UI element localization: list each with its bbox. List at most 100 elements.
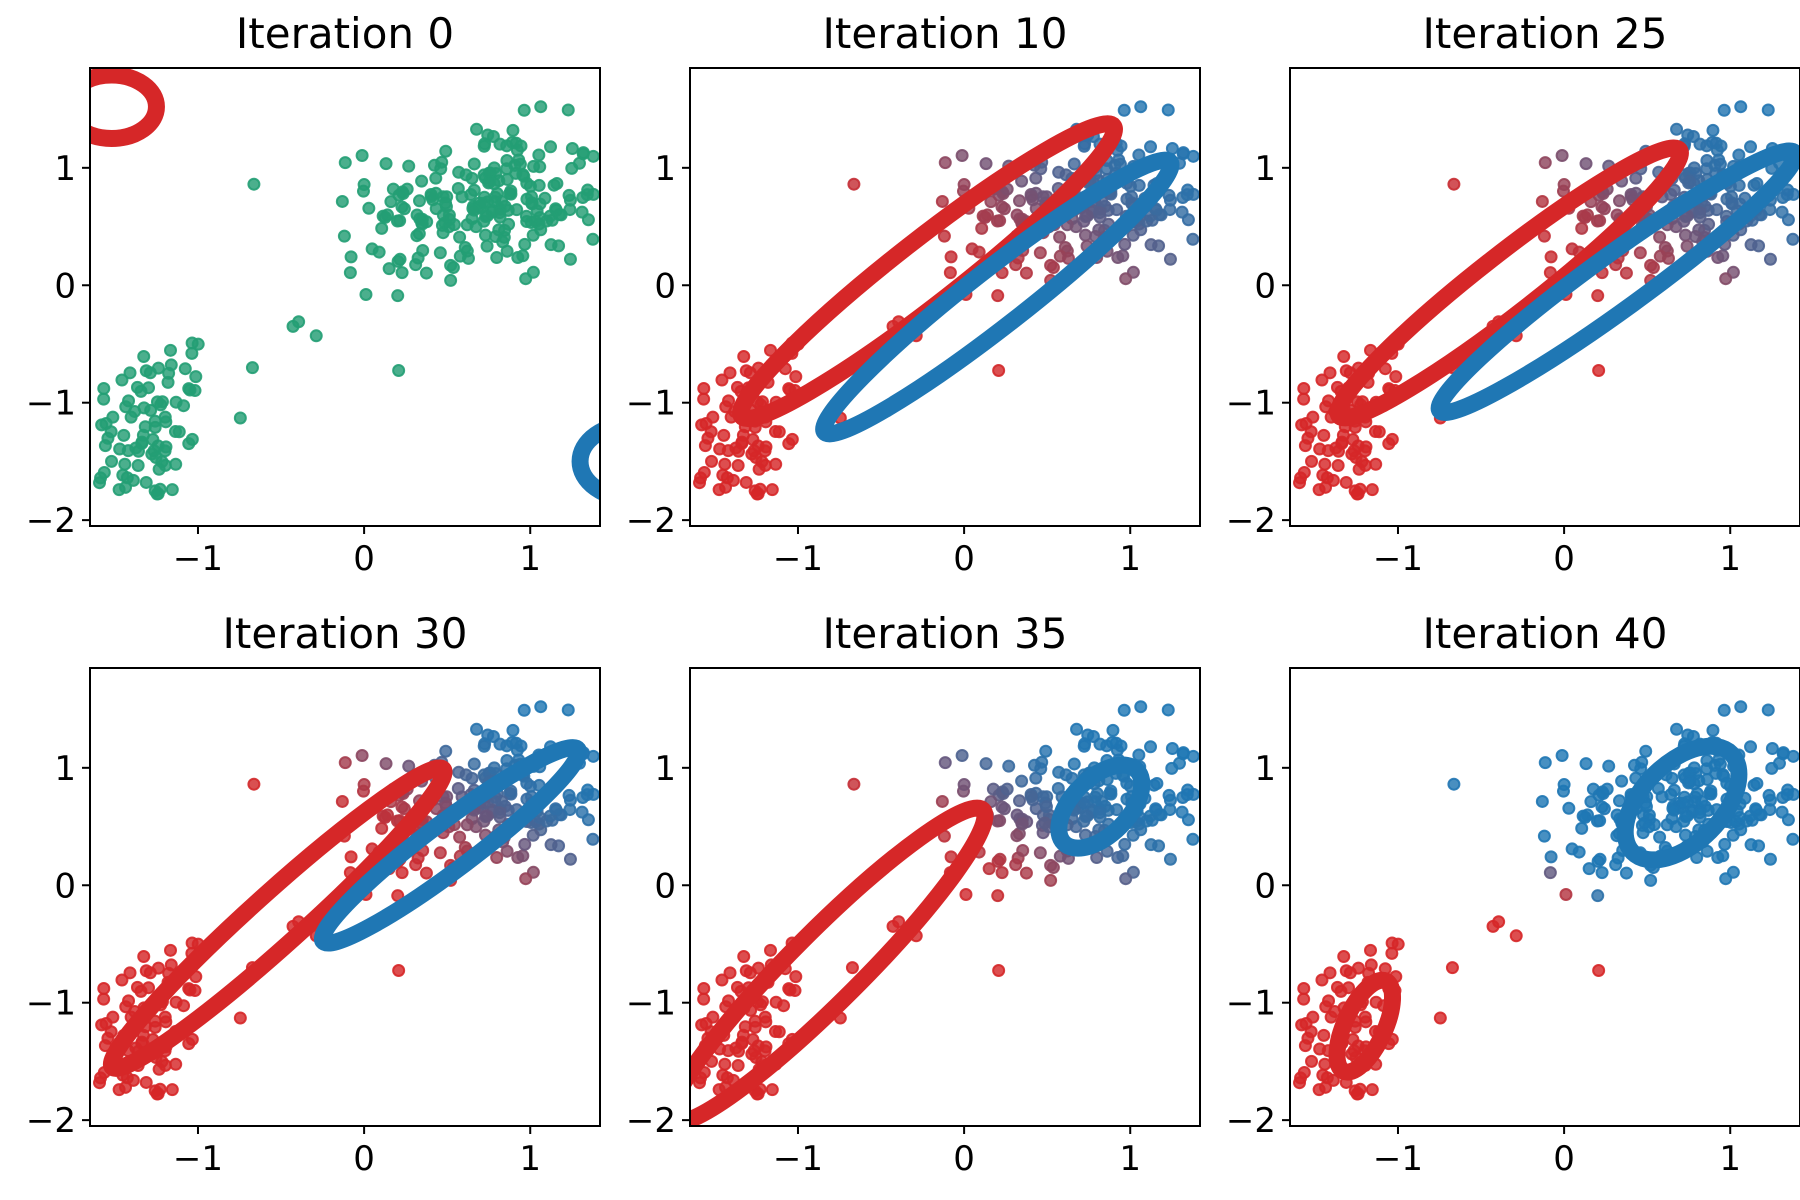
plot-area — [93, 700, 600, 1101]
data-point — [516, 849, 530, 863]
x-tick-label: 0 — [953, 1139, 975, 1179]
data-point — [1331, 459, 1345, 473]
data-point — [1702, 217, 1716, 231]
data-point — [965, 242, 979, 256]
data-point — [1538, 756, 1552, 770]
data-point — [164, 358, 178, 372]
data-point — [1163, 252, 1177, 266]
x-tick-label: −1 — [1373, 539, 1423, 579]
data-point — [1015, 817, 1029, 831]
y-tick-label: 0 — [654, 866, 676, 906]
data-point — [1339, 475, 1353, 489]
y-tick-label: −1 — [1226, 384, 1276, 424]
x-tick-label: 0 — [1553, 539, 1575, 579]
data-point — [375, 821, 389, 835]
cluster-a-ellipse — [1328, 971, 1402, 1081]
data-point — [177, 399, 191, 413]
data-point — [735, 435, 749, 449]
panel-5: Iteration 35 −1 0 1 −2 −1 0 1 — [626, 609, 1201, 1179]
y-tick-label: 1 — [54, 149, 76, 189]
data-point — [477, 739, 491, 753]
y-tick-label: 0 — [54, 866, 76, 906]
data-point — [1665, 771, 1679, 785]
data-point — [233, 411, 247, 425]
data-point — [344, 850, 358, 864]
data-point — [1369, 457, 1383, 471]
data-point — [759, 1015, 773, 1029]
data-point — [379, 757, 393, 771]
data-point — [480, 239, 494, 253]
data-point — [424, 190, 438, 204]
data-point — [1705, 135, 1719, 149]
data-point — [505, 735, 519, 749]
data-point — [467, 157, 481, 171]
data-point — [510, 203, 524, 217]
data-point — [735, 1035, 749, 1049]
data-point — [1555, 749, 1569, 763]
y-tick-label: −1 — [1226, 984, 1276, 1024]
y-tick-label: 1 — [54, 749, 76, 789]
data-point — [959, 888, 973, 902]
data-point — [580, 188, 594, 202]
data-point — [731, 1059, 745, 1073]
data-point — [1067, 757, 1081, 771]
data-point — [513, 157, 527, 171]
data-point — [409, 258, 423, 272]
data-point — [1368, 425, 1382, 439]
data-point — [697, 992, 711, 1006]
data-point — [534, 100, 548, 114]
data-point — [335, 794, 349, 808]
data-point — [392, 364, 406, 378]
data-point — [1180, 188, 1194, 202]
data-point — [1744, 740, 1758, 754]
data-point — [490, 251, 504, 265]
data-point — [1749, 802, 1763, 816]
data-point — [544, 140, 558, 154]
data-point — [1565, 842, 1579, 856]
data-point — [1595, 866, 1609, 880]
data-point — [1163, 193, 1177, 207]
data-point — [1149, 802, 1163, 816]
data-point — [126, 473, 140, 487]
data-point — [1593, 814, 1607, 828]
data-point — [716, 1068, 730, 1082]
data-point — [1661, 251, 1675, 265]
data-point — [355, 149, 369, 163]
data-point — [1119, 872, 1133, 886]
data-point — [1706, 123, 1720, 137]
y-tick-label: 0 — [54, 266, 76, 306]
data-point — [145, 447, 159, 461]
data-point — [1081, 728, 1095, 742]
cluster-b-ellipse — [313, 739, 588, 952]
data-point — [150, 1087, 164, 1101]
data-point — [158, 458, 172, 472]
data-point — [575, 805, 589, 819]
x-tick-label: 1 — [1119, 1139, 1141, 1179]
data-point — [1077, 739, 1091, 753]
data-point — [765, 483, 779, 497]
data-point — [746, 1033, 760, 1047]
data-point — [726, 473, 740, 487]
data-point — [1584, 795, 1598, 809]
data-point — [764, 943, 778, 957]
data-point — [412, 194, 426, 208]
data-point — [191, 337, 205, 351]
data-point — [444, 273, 458, 287]
data-point — [549, 202, 563, 216]
x-tick-label: −1 — [1373, 1139, 1423, 1179]
data-point — [1575, 821, 1589, 835]
data-point — [1600, 782, 1614, 796]
data-point — [745, 447, 759, 461]
data-point — [453, 230, 467, 244]
data-point — [1297, 381, 1311, 395]
data-point — [845, 961, 859, 975]
data-point — [391, 289, 405, 303]
data-point — [104, 425, 118, 439]
data-point — [131, 459, 145, 473]
data-point — [1582, 862, 1596, 876]
data-point — [706, 1010, 720, 1024]
panel-2: Iteration 10 −1 0 1 −2 −1 0 1 — [626, 9, 1201, 579]
data-point — [1359, 1015, 1373, 1029]
data-point — [1345, 447, 1359, 461]
